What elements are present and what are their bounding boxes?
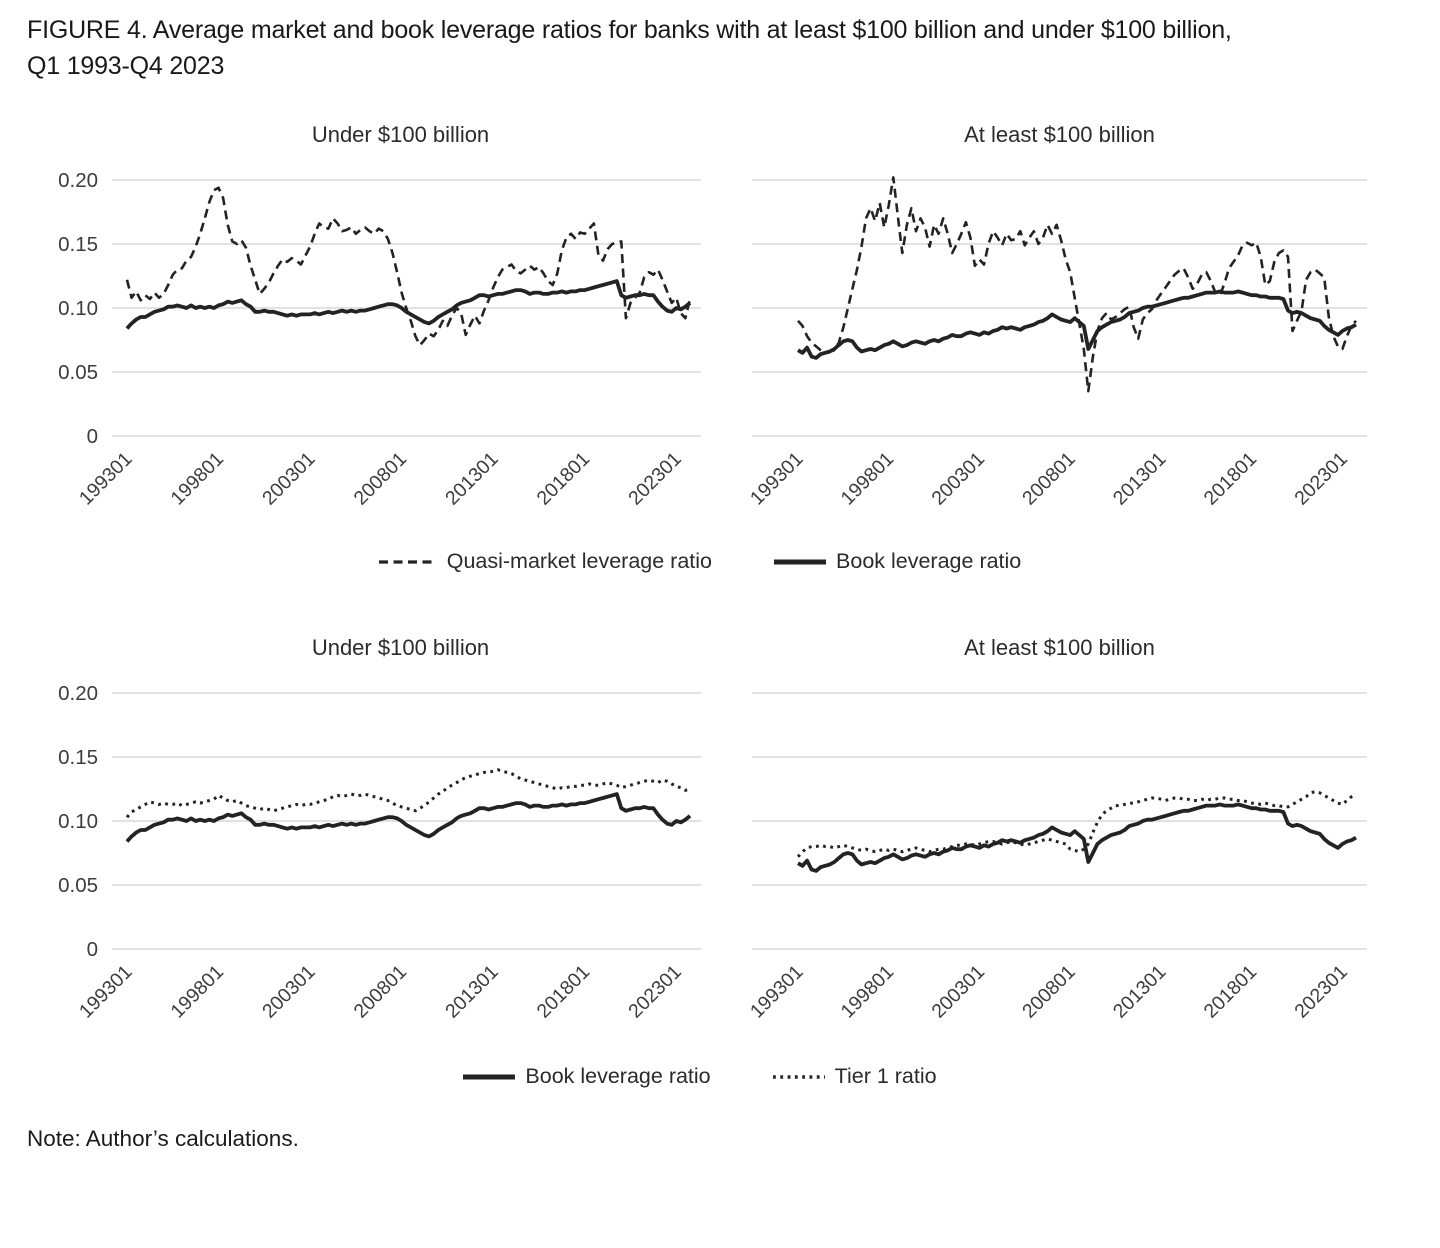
- series-line-solid: [797, 289, 1357, 360]
- x-axis-tick-label: 199301: [746, 961, 808, 1023]
- x-axis-tick-label: 200301: [258, 961, 320, 1023]
- chart-under-100b-book-vs-tier1: Under $100 billion 0 0.05 0.10 0.15 0.20 1993…: [40, 633, 720, 1061]
- chart-canvas: 0 0.05 0.10 0.15 0.20 199301 199801 200301 20080…: [58, 682, 701, 1023]
- legend-label: Tier 1 ratio: [834, 1064, 937, 1088]
- legend-line-sample-solid: [774, 559, 827, 564]
- y-axis-tick-label: 0.20: [58, 169, 98, 192]
- series-line-dotted: [796, 790, 1357, 858]
- x-axis-tick-label: 201801: [1200, 448, 1262, 510]
- series-line-dashed: [125, 186, 692, 347]
- x-axis-tick-label: 201301: [1109, 961, 1171, 1023]
- x-axis-tick-label: 201801: [533, 961, 595, 1023]
- legend-item: Tier 1 ratio: [772, 1064, 937, 1089]
- figure-title-line1: FIGURE 4. Average market and book levera…: [27, 16, 1232, 44]
- x-axis-tick-label: 202301: [1290, 961, 1352, 1023]
- series-line-solid: [125, 792, 692, 843]
- legend-label: Book leverage ratio: [525, 1064, 711, 1088]
- x-axis-tick-label: 200801: [350, 448, 412, 510]
- legend-item: Book leverage ratio: [463, 1064, 711, 1089]
- legend-item: Quasi-market leverage ratio: [378, 549, 713, 574]
- legend-label: Book leverage ratio: [836, 549, 1022, 573]
- y-axis-tick-label: 0: [87, 425, 98, 448]
- series-line-solid: [797, 802, 1357, 873]
- x-axis-tick-label: 199301: [746, 448, 808, 510]
- legend-line-sample-dotted: [772, 1074, 825, 1079]
- y-axis-tick-label: 0.10: [58, 297, 98, 320]
- legend-line-sample-dashed: [378, 559, 437, 564]
- chart-title: At least $100 billion: [964, 122, 1155, 147]
- x-axis-tick-label: 202301: [1290, 448, 1352, 510]
- series-line-solid: [125, 279, 692, 330]
- series-line-dashed: [797, 176, 1357, 393]
- x-axis-tick-label: 199301: [75, 961, 137, 1023]
- series-line-dotted: [125, 768, 691, 819]
- x-axis-tick-label: 201301: [441, 448, 503, 510]
- x-axis-tick-label: 200801: [1018, 961, 1080, 1023]
- chart-canvas: 0 0.05 0.10 0.15 0.20 199301 199801 200301 20080…: [58, 169, 701, 510]
- note-text: Note: Author’s calculations.: [27, 1126, 299, 1151]
- chart-title: At least $100 billion: [964, 635, 1155, 660]
- chart-title: Under $100 billion: [311, 635, 490, 660]
- x-axis-tick-label: 201301: [1109, 448, 1171, 510]
- y-axis-tick-label: 0.20: [58, 682, 98, 705]
- chart-under-100b-market-vs-book: Under $100 billion 0 0.05 0.10 0.15 0.20 1993…: [40, 120, 720, 548]
- legend-book-vs-tier1: Book leverage ratio Tier 1 ratio: [0, 1064, 1400, 1089]
- x-axis-tick-label: 201801: [533, 448, 595, 510]
- x-axis-tick-label: 199801: [166, 961, 228, 1023]
- chart-atleast-100b-book-vs-tier1: At least $100 billion 199301 199801 200301…: [720, 633, 1420, 1061]
- chart-canvas: 199301 199801 200301 200801 201301 201801 2023…: [746, 692, 1367, 1023]
- legend-line-sample-solid: [463, 1074, 516, 1079]
- chart-title: Under $100 billion: [311, 122, 490, 147]
- x-axis-tick-label: 202301: [624, 448, 686, 510]
- x-axis-tick-label: 199301: [75, 448, 137, 510]
- x-axis-tick-label: 200301: [927, 961, 989, 1023]
- x-axis-tick-label: 200301: [258, 448, 320, 510]
- chart-canvas: 199301 199801 200301 200801 201301 201801 2023…: [746, 176, 1367, 510]
- y-axis-tick-label: 0.15: [58, 746, 98, 769]
- x-axis-tick-label: 202301: [624, 961, 686, 1023]
- y-axis-tick-label: 0.05: [58, 874, 98, 897]
- y-axis-tick-label: 0.10: [58, 810, 98, 833]
- x-axis-tick-label: 200801: [1018, 448, 1080, 510]
- x-axis-tick-label: 201301: [441, 961, 503, 1023]
- legend-label: Quasi-market leverage ratio: [446, 549, 713, 573]
- x-axis-tick-label: 199801: [837, 448, 899, 510]
- y-axis-tick-label: 0.15: [58, 233, 98, 256]
- y-axis-tick-label: 0.05: [58, 361, 98, 384]
- x-axis-tick-label: 199801: [166, 448, 228, 510]
- chart-atleast-100b-market-vs-book: At least $100 billion 199301 199801 200301…: [720, 120, 1420, 548]
- x-axis-tick-label: 200801: [350, 961, 412, 1023]
- x-axis-tick-label: 200301: [927, 448, 989, 510]
- legend-item: Book leverage ratio: [774, 549, 1021, 574]
- x-axis-tick-label: 199801: [837, 961, 899, 1023]
- legend-market-vs-book: Quasi-market leverage ratio Book leverage…: [0, 549, 1400, 574]
- x-axis-tick-label: 201801: [1200, 961, 1262, 1023]
- y-axis-tick-label: 0: [87, 938, 98, 961]
- figure-title: FIGURE 4. Average market and book levera…: [27, 12, 1431, 84]
- figure-title-line2: Q1 1993-Q4 2023: [27, 52, 225, 80]
